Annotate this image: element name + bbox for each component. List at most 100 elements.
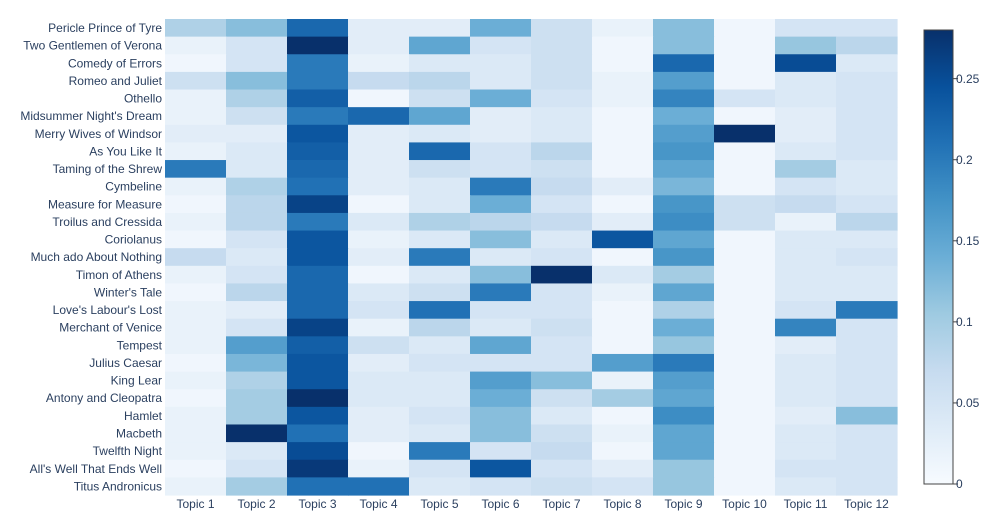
heatmap-cell [409,336,471,355]
y-tick-label: All's Well That Ends Well [30,462,162,476]
heatmap-cell [836,389,898,408]
heatmap-cell [531,160,593,179]
heatmap-cell [775,124,837,144]
heatmap-cell [714,459,776,478]
heatmap-cell [165,318,227,337]
heatmap-cell [409,477,471,496]
heatmap-cell [470,442,532,461]
heatmap-cell [226,160,288,179]
heatmap-cell [531,371,593,390]
heatmap-cell [836,124,898,144]
heatmap-cell [653,248,715,267]
heatmap-cell [287,248,349,267]
colorbar-gradient [923,29,954,485]
heatmap-cell [409,160,471,179]
heatmap-cell [836,283,898,302]
heatmap-cell [165,406,227,426]
heatmap-cell [592,124,654,144]
heatmap-cell [470,424,532,443]
heatmap-cell [714,195,776,214]
heatmap-cell [287,301,349,320]
x-tick-label: Topic 4 [359,497,397,511]
heatmap-cell [836,54,898,73]
y-tick-label: Midsummer Night's Dream [20,109,162,123]
heatmap-cell [714,71,776,91]
heatmap-cell [165,54,227,73]
heatmap-cell [470,89,532,108]
heatmap-cell [348,265,410,285]
heatmap-cell [226,442,288,461]
heatmap-cell [714,318,776,337]
heatmap-cell [653,36,715,55]
heatmap-cell [836,195,898,214]
colorbar-tick-label: 0 [956,477,963,491]
heatmap-cell [287,124,349,144]
y-tick-label: Pericle Prince of Tyre [48,21,162,35]
heatmap-cell [287,54,349,73]
heatmap-cell [165,107,227,126]
heatmap-cell [714,248,776,267]
heatmap-cell [836,406,898,426]
heatmap-cell [775,212,837,232]
heatmap-cell [409,248,471,267]
heatmap-cell [287,336,349,355]
y-tick-label: Love's Labour's Lost [53,303,163,317]
heatmap-cell [592,160,654,179]
heatmap-cell [653,230,715,249]
heatmap-cell [714,442,776,461]
heatmap-cell [653,371,715,390]
heatmap-cell [470,283,532,302]
heatmap-cell [409,177,471,196]
heatmap-cell [470,107,532,126]
heatmap-cell [531,283,593,302]
heatmap-cell [348,301,410,320]
heatmap-cell [775,283,837,302]
heatmap-cell [592,177,654,196]
heatmap-cell [653,459,715,478]
heatmap-cell [775,336,837,355]
y-tick-label: Measure for Measure [48,197,162,211]
heatmap-cell [836,442,898,461]
heatmap-cell [470,71,532,91]
heatmap-cell [775,265,837,285]
heatmap-cell [409,195,471,214]
heatmap-cell [226,124,288,144]
heatmap-cell [775,301,837,320]
heatmap-cell [714,19,776,38]
heatmap-cell [165,177,227,196]
heatmap-cell [165,353,227,373]
heatmap-cell [653,107,715,126]
heatmap-cell [287,477,349,496]
heatmap-cell [714,142,776,161]
colorbar-tick-label: 0.05 [956,396,980,410]
heatmap-cell [287,230,349,249]
heatmap-cell [226,459,288,478]
heatmap-cell [287,442,349,461]
heatmap-cell [714,89,776,108]
heatmap-cell [348,424,410,443]
heatmap-cell [531,265,593,285]
heatmap-cell [165,160,227,179]
y-tick-label: Merchant of Venice [59,321,162,335]
y-tick-label: Two Gentlemen of Verona [23,39,162,53]
heatmap-cell [348,212,410,232]
heatmap-cell [531,177,593,196]
heatmap-cell [409,283,471,302]
heatmap-cell [470,459,532,478]
heatmap-cell [653,142,715,161]
heatmap-cell [226,89,288,108]
heatmap-cell [592,442,654,461]
heatmap-cell [836,212,898,232]
y-tick-label: Timon of Athens [76,268,162,282]
heatmap-cell [531,318,593,337]
heatmap-cell [287,89,349,108]
heatmap-cell [714,406,776,426]
heatmap-cell [470,265,532,285]
heatmap-cell [531,477,593,496]
heatmap-cell [775,107,837,126]
heatmap-cell [226,107,288,126]
heatmap-cell [226,265,288,285]
heatmap-cell [226,406,288,426]
y-tick-label: Winter's Tale [94,285,162,299]
heatmap-cell [714,54,776,73]
